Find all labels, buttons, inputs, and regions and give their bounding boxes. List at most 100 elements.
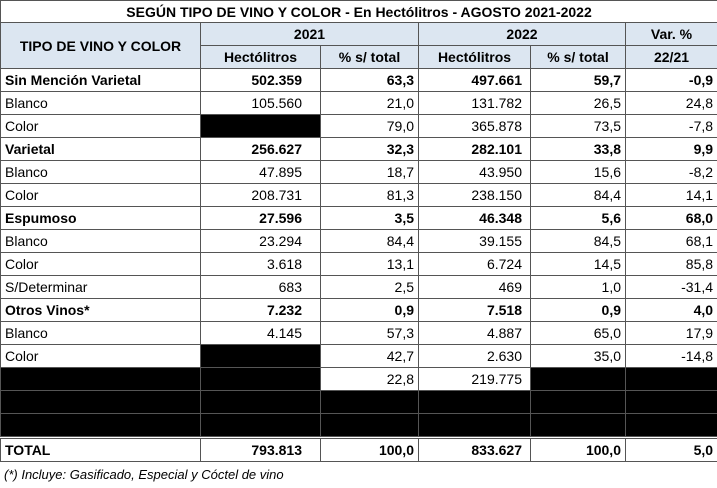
cell: 39.155 — [418, 229, 531, 253]
cell — [320, 390, 419, 414]
data-row: Blanco 47.895 18,7 43.950 15,6 -8,2 — [0, 160, 717, 184]
cell: 100,0 — [530, 436, 626, 462]
data-row: Blanco 23.294 84,4 39.155 84,5 68,1 — [0, 229, 717, 253]
cell: -8,2 — [624, 160, 717, 184]
row-label: Blanco — [0, 229, 201, 253]
row-label: S/Determinar — [0, 275, 201, 299]
cell: 32,3 — [320, 137, 419, 161]
cell: 793.813 — [200, 436, 321, 462]
var-header: Var. % — [624, 22, 717, 46]
cell: 208.731 — [200, 183, 321, 207]
year-header: 2022 — [418, 22, 626, 46]
cell: 502.359 — [200, 68, 321, 92]
cell: 46.348 — [418, 206, 531, 230]
cell: 7.232 — [200, 298, 321, 322]
cell: 84,4 — [320, 229, 419, 253]
data-row: Blanco 105.560 21,0 131.782 26,5 24,8 — [0, 91, 717, 115]
row-label: Otros Vinos* — [0, 298, 201, 322]
cell: 469 — [418, 275, 531, 299]
cell: 4,0 — [624, 298, 717, 322]
header-row: TIPO DE VINO Y COLOR 2021 2022 Var. % — [0, 22, 717, 69]
cell: 0,9 — [530, 298, 626, 322]
year-header: 2021 — [200, 22, 419, 46]
cell — [624, 413, 717, 438]
data-row: Sin Mención Varietal 502.359 63,3 497.661 59… — [0, 68, 717, 92]
cell: 3,5 — [320, 206, 419, 230]
subheader-row: Hectólitros % s/ total Hectólitros % s/ … — [1, 45, 717, 69]
cell: 65,0 — [530, 321, 626, 345]
row-label: Blanco — [0, 160, 201, 184]
column-header: Hectólitros — [418, 45, 531, 69]
row-label: Varietal — [0, 137, 201, 161]
cell — [418, 413, 531, 438]
cell: 14,5 — [530, 252, 626, 276]
cell: 7.518 — [418, 298, 531, 322]
data-row — [0, 390, 717, 414]
cell — [418, 390, 531, 414]
cell: 833.627 — [418, 436, 531, 462]
data-row: Varietal 256.627 32,3 282.101 33,8 9,9 — [0, 137, 717, 161]
cell — [624, 367, 717, 391]
cell — [320, 413, 419, 438]
cell: 24,8 — [624, 91, 717, 115]
cell: 100,0 — [320, 436, 419, 462]
row-label: Blanco — [0, 91, 201, 115]
cell: 47.895 — [200, 160, 321, 184]
data-row: Otros Vinos* 7.232 0,9 7.518 0,9 4,0 — [0, 298, 717, 322]
cell: 6.724 — [418, 252, 531, 276]
cell — [200, 390, 321, 414]
column-header: % s/ total — [530, 45, 626, 69]
row-label: Color — [0, 252, 201, 276]
row-label: Espumoso — [0, 206, 201, 230]
cell: 131.782 — [418, 91, 531, 115]
data-row: Color 3.618 13,1 6.724 14,5 85,8 — [0, 252, 717, 276]
var-header: 22/21 — [624, 45, 717, 69]
cell: 105.560 — [200, 91, 321, 115]
data-row: Color 208.731 81,3 238.150 84,4 14,1 — [0, 183, 717, 207]
cell: 282.101 — [418, 137, 531, 161]
cell: -7,8 — [624, 114, 717, 138]
cell: 2.630 — [418, 344, 531, 368]
cell: 79,0 — [320, 114, 419, 138]
cell: 42,7 — [320, 344, 419, 368]
column-header: % s/ total — [320, 45, 419, 69]
wine-table: SEGÚN TIPO DE VINO Y COLOR - En Hectólit… — [0, 0, 717, 462]
cell — [200, 413, 321, 438]
cell: -0,9 — [624, 68, 717, 92]
cell: 1,0 — [530, 275, 626, 299]
total-row: TOTAL 793.813 100,0 833.627 100,0 5,0 — [0, 436, 717, 462]
row-label: Color — [0, 344, 201, 368]
cell: 3.618 — [200, 252, 321, 276]
row-label — [0, 413, 201, 438]
cell: 27.596 — [200, 206, 321, 230]
data-row: Espumoso 27.596 3,5 46.348 5,6 68,0 — [0, 206, 717, 230]
cell: 15,6 — [530, 160, 626, 184]
cell: 43.950 — [418, 160, 531, 184]
data-row: S/Determinar 683 2,5 469 1,0 -31,4 — [0, 275, 717, 299]
cell — [200, 114, 321, 138]
cell: 81,3 — [320, 183, 419, 207]
cell: 5,0 — [624, 436, 717, 462]
cell: -14,8 — [624, 344, 717, 368]
row-label: Color — [0, 183, 201, 207]
cell: 84,5 — [530, 229, 626, 253]
cell: 13,1 — [320, 252, 419, 276]
row-label — [0, 390, 201, 414]
cell: 68,0 — [624, 206, 717, 230]
cell: 365.878 — [418, 114, 531, 138]
cell: 238.150 — [418, 183, 531, 207]
cell: 68,1 — [624, 229, 717, 253]
cell: 23.294 — [200, 229, 321, 253]
cell: 85,8 — [624, 252, 717, 276]
cell: 14,1 — [624, 183, 717, 207]
data-row — [0, 413, 717, 438]
row-label: Blanco — [0, 321, 201, 345]
cell: -31,4 — [624, 275, 717, 299]
cell: 73,5 — [530, 114, 626, 138]
column-header: Hectólitros — [200, 45, 321, 69]
cell: 683 — [200, 275, 321, 299]
cell: 59,7 — [530, 68, 626, 92]
title-row: SEGÚN TIPO DE VINO Y COLOR - En Hectólit… — [0, 0, 717, 23]
cell: 63,3 — [320, 68, 419, 92]
